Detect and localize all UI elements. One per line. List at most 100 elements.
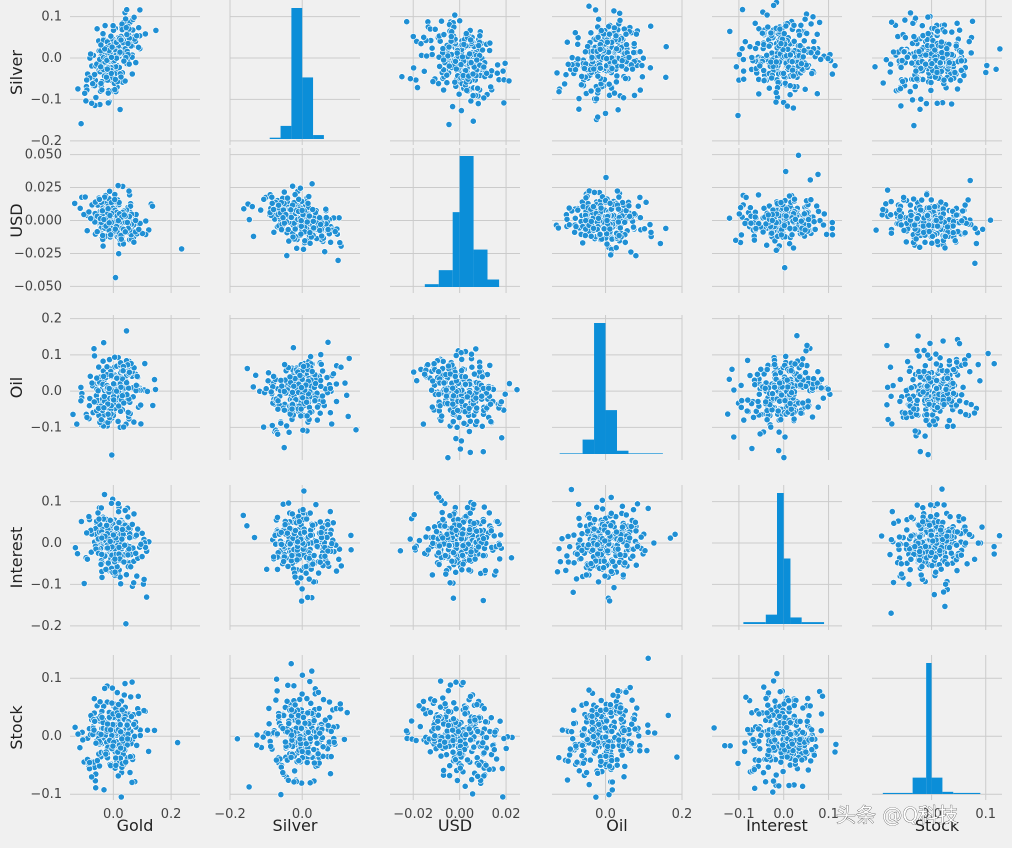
scatter-point bbox=[111, 568, 119, 576]
scatter-point bbox=[239, 512, 247, 519]
scatter-point bbox=[476, 363, 484, 371]
scatter-point bbox=[243, 365, 251, 372]
scatter-point bbox=[796, 42, 804, 50]
scatter-point bbox=[600, 564, 607, 572]
scatter-point bbox=[933, 99, 941, 107]
scatter-point bbox=[111, 555, 119, 563]
scatter-point bbox=[732, 236, 740, 244]
scatter-point bbox=[120, 423, 127, 431]
scatter-point bbox=[620, 94, 627, 102]
scatter-point bbox=[288, 510, 296, 518]
scatter-point bbox=[287, 206, 295, 214]
scatter-point bbox=[310, 224, 318, 232]
scatter-point bbox=[908, 59, 916, 67]
scatter-point bbox=[787, 367, 795, 374]
scatter-point bbox=[557, 558, 564, 566]
y-tick-label: 0.000 bbox=[25, 214, 62, 229]
scatter-point bbox=[130, 579, 138, 587]
scatter-point bbox=[576, 536, 584, 544]
scatter-point bbox=[120, 57, 128, 65]
scatter-point bbox=[478, 392, 486, 400]
scatter-point bbox=[461, 373, 469, 381]
scatter-point bbox=[498, 434, 506, 442]
scatter-point bbox=[468, 363, 476, 371]
histogram-bar bbox=[424, 284, 439, 287]
scatter-point bbox=[124, 513, 132, 521]
scatter-point bbox=[949, 222, 957, 230]
scatter-point bbox=[910, 33, 918, 40]
scatter-point bbox=[954, 85, 961, 93]
scatter-point bbox=[879, 206, 887, 213]
scatter-point bbox=[883, 401, 891, 409]
scatter-point bbox=[600, 557, 608, 565]
scatter-point bbox=[322, 214, 330, 221]
scatter-point bbox=[755, 390, 763, 398]
y-tick-label: −0.1 bbox=[30, 92, 62, 107]
scatter-point bbox=[996, 45, 1004, 53]
scatter-point bbox=[913, 396, 921, 404]
scatter-point bbox=[406, 75, 414, 83]
scatter-point bbox=[458, 355, 466, 363]
scatter-point bbox=[99, 242, 107, 250]
scatter-point bbox=[410, 368, 418, 376]
scatter-point bbox=[789, 66, 796, 74]
scatter-point bbox=[951, 237, 959, 245]
y-tick-label: 0.0 bbox=[41, 51, 62, 66]
scatter-point bbox=[813, 90, 821, 98]
scatter-point bbox=[305, 212, 313, 220]
scatter-point bbox=[569, 588, 577, 596]
scatter-point bbox=[104, 89, 112, 97]
scatter-point bbox=[934, 222, 941, 230]
scatter-point bbox=[130, 418, 138, 426]
scatter-point bbox=[499, 67, 507, 75]
scatter-point bbox=[94, 509, 102, 517]
scatter-point bbox=[486, 47, 493, 54]
scatter-point bbox=[765, 84, 773, 92]
scatter-point bbox=[412, 76, 420, 84]
scatter-point bbox=[886, 68, 894, 76]
scatter-point bbox=[438, 412, 446, 420]
scatter-point bbox=[459, 560, 467, 568]
scatter-point bbox=[494, 61, 501, 69]
y-tick-label: 0.050 bbox=[25, 148, 62, 163]
scatter-point bbox=[125, 187, 133, 195]
scatter-point bbox=[466, 509, 474, 517]
scatter-point bbox=[565, 558, 572, 566]
scatter-point bbox=[284, 226, 292, 233]
scatter-point bbox=[909, 96, 916, 104]
scatter-point bbox=[907, 9, 914, 17]
scatter-point bbox=[760, 67, 768, 74]
scatter-point bbox=[614, 106, 622, 114]
scatter-point bbox=[77, 397, 85, 405]
scatter-point bbox=[76, 204, 84, 212]
scatter-point bbox=[452, 65, 460, 73]
scatter-point bbox=[93, 374, 101, 382]
scatter-point bbox=[915, 352, 923, 360]
scatter-point bbox=[289, 233, 297, 241]
scatter-point bbox=[280, 406, 288, 414]
scatter-point bbox=[738, 231, 745, 239]
y-tick-label: 0.0 bbox=[41, 384, 62, 399]
scatter-point bbox=[953, 19, 961, 27]
scatter-point bbox=[120, 211, 128, 219]
scatter-point bbox=[117, 36, 125, 44]
scatter-point bbox=[784, 383, 792, 391]
scatter-point bbox=[902, 238, 910, 246]
scatter-point bbox=[921, 362, 929, 370]
scatter-point bbox=[603, 38, 611, 46]
scatter-point bbox=[417, 40, 425, 48]
scatter-point bbox=[949, 229, 957, 237]
scatter-point bbox=[778, 231, 785, 239]
scatter-point bbox=[755, 191, 762, 199]
scatter-point bbox=[639, 54, 647, 62]
scatter-point bbox=[443, 79, 451, 87]
scatter-point bbox=[123, 218, 131, 226]
scatter-point bbox=[473, 404, 481, 412]
scatter-point bbox=[451, 78, 459, 86]
scatter-point bbox=[611, 89, 618, 97]
scatter-point bbox=[118, 535, 126, 543]
scatter-point bbox=[897, 102, 905, 110]
scatter-point bbox=[562, 71, 570, 79]
scatter-point bbox=[793, 332, 801, 340]
scatter-point bbox=[466, 526, 473, 534]
